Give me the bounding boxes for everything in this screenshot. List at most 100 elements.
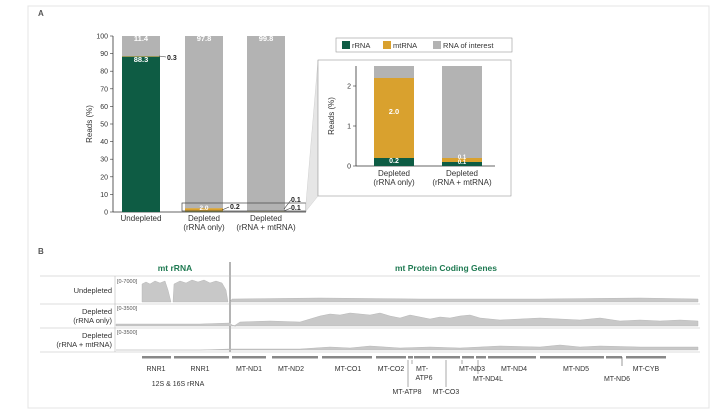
bar3-rrna-label: 0.1 — [291, 205, 301, 212]
inset-ytick-label-2: 2 — [347, 84, 351, 91]
main-ytick-label-40: 40 — [100, 139, 108, 146]
bar2-rrna-leader — [222, 207, 229, 210]
bar1-interest-label: 11.4 — [134, 34, 149, 43]
legend-swatch-interest — [433, 41, 441, 49]
track-row1-range: [0-7000] — [117, 279, 138, 285]
track-row2-rrna-coverage — [116, 323, 236, 326]
inset-bar1-mtrna-label: 2.0 — [389, 107, 399, 116]
inset-bar1-interest — [374, 66, 414, 78]
gene-annotations — [142, 356, 666, 366]
legend-label-rrna: rRNA — [352, 41, 370, 50]
gene-label-mt-co2: MT-CO2 — [378, 366, 405, 373]
track-row2-range: [0-3500] — [117, 306, 138, 312]
legend-swatch-rrna — [342, 41, 350, 49]
gene-label-mt-nd1: MT-ND1 — [236, 366, 262, 373]
main-cat3-line2: (rRNA + mtRNA) — [236, 223, 296, 232]
gene-label-mt-nd5: MT-ND5 — [563, 366, 589, 373]
main-ytick-label-90: 90 — [100, 51, 108, 58]
gene-bar-mt-co2 — [376, 356, 406, 359]
legend-swatch-mtrna — [383, 41, 391, 49]
track-row2-name1: Depleted — [82, 307, 112, 316]
track-row1-rnr1-12s-coverage — [142, 281, 171, 302]
main-y-axis-label: Reads (%) — [85, 105, 94, 143]
bar1-mtrna-leader — [159, 56, 166, 57]
gene-bar-mt-nd4l — [476, 356, 486, 359]
panel-a-label: A — [38, 9, 44, 18]
track-row1-name: Undepleted — [74, 286, 112, 295]
bar2-rrna-label: 0.2 — [230, 204, 240, 211]
gene-bar-mt-nd6 — [606, 356, 622, 359]
gene-label-mt-nd4: MT-ND4 — [501, 366, 527, 373]
main-bar2-interest — [185, 36, 223, 208]
gene-bar-mt-nd2 — [272, 356, 318, 359]
gene-label-mt-atp8: MT-ATP8 — [392, 389, 421, 396]
section-label-protein: mt Protein Coding Genes — [395, 263, 497, 273]
legend-label-mtrna: mtRNA — [393, 41, 417, 50]
bar1-rrna-label: 88.3 — [134, 55, 149, 64]
main-ytick-label-10: 10 — [100, 192, 108, 199]
inset-cat2-line1: Depleted — [446, 169, 478, 178]
gene-labels: RNR1 RNR1 MT-ND1 MT-ND2 MT-CO1 MT-CO2 MT… — [146, 360, 659, 396]
inset-cat1-line2: (rRNA only) — [373, 178, 415, 187]
gene-bar-rnr1-16s — [174, 356, 229, 359]
gene-label-mt-nd4l: MT-ND4L — [473, 376, 503, 383]
bar3-rrna-leader — [284, 208, 291, 211]
rrna-group-label: 12S & 16S rRNA — [152, 381, 205, 388]
track-row3-name1: Depleted — [82, 331, 112, 340]
inset-ytick-label-1: 1 — [347, 124, 351, 131]
main-ytick-label-0: 0 — [104, 210, 108, 217]
inset-cat2-line2: (rRNA + mtRNA) — [432, 178, 492, 187]
gene-bar-mt-atp8 — [408, 356, 413, 359]
gene-bar-rnr1-12s — [142, 356, 171, 359]
gene-bar-mt-co1 — [322, 356, 372, 359]
main-ytick-label-100: 100 — [96, 34, 108, 41]
track-row3-name2: (rRNA + mtRNA) — [56, 340, 112, 349]
inset-bar1-rrna-label: 0.2 — [389, 158, 399, 165]
gene-bar-mt-co3 — [432, 356, 460, 359]
inset-cat1-line1: Depleted — [378, 169, 410, 178]
bar2-interest-label: 97.8 — [197, 34, 212, 43]
track-row1-rnr1-16s-coverage — [173, 280, 228, 302]
main-ytick-label-70: 70 — [100, 86, 108, 93]
track-viewer: mt rRNA mt Protein Coding Genes Undeplet… — [40, 262, 700, 396]
gene-bar-mt-nd5 — [540, 356, 604, 359]
gene-bar-mt-nd4 — [488, 356, 536, 359]
inset-chart: 012 Reads (%) 0.2 2.0 0.1 0.1 Depleted (… — [318, 60, 511, 196]
inset-bar1-mtrna — [374, 78, 414, 158]
inset-y-axis-label: Reads (%) — [327, 97, 336, 135]
gene-label-rnr1-12s: RNR1 — [146, 366, 165, 373]
gene-label-mt-co1: MT-CO1 — [335, 366, 362, 373]
gene-label-mt-cyb: MT-CYB — [633, 366, 660, 373]
bar3-interest-label: 99.8 — [259, 34, 274, 43]
main-bar3-interest — [247, 36, 285, 212]
section-label-rrna: mt rRNA — [158, 263, 192, 273]
track-row2-protein-coverage — [234, 313, 698, 326]
bar1-mtrna-label: 0.3 — [167, 55, 177, 62]
main-cat3-line1: Depleted — [250, 214, 282, 223]
legend-label-interest: RNA of interest — [443, 41, 494, 50]
main-cat2-line2: (rRNA only) — [183, 223, 225, 232]
track-row1-protein-coverage — [230, 298, 698, 302]
gene-bar-mt-atp6 — [414, 356, 430, 359]
inset-ytick-label-0: 0 — [347, 164, 351, 171]
zoom-connector — [306, 60, 318, 211]
gene-label-mt-atp6-line2: ATP6 — [416, 375, 433, 382]
inset-bar2-mtrna-label: 0.1 — [458, 155, 467, 161]
main-ytick-label-30: 30 — [100, 157, 108, 164]
gene-bar-mt-cyb — [626, 356, 666, 359]
gene-label-mt-atp6-line1: MT- — [416, 366, 429, 373]
bar3-mtrna-label: 0.1 — [291, 197, 301, 204]
main-ytick-label-60: 60 — [100, 104, 108, 111]
main-cat1-line1: Undepleted — [121, 214, 162, 223]
inset-bar2-interest — [442, 66, 482, 158]
track-row2-name2: (rRNA only) — [73, 316, 112, 325]
gene-label-mt-nd3: MT-ND3 — [459, 366, 485, 373]
legend: rRNA mtRNA RNA of interest — [336, 38, 512, 52]
gene-label-rnr1-16s: RNR1 — [190, 366, 209, 373]
bar3-mtrna-leader — [284, 200, 291, 209]
bar2-mtrna-label: 2.0 — [199, 205, 208, 212]
main-ytick-label-20: 20 — [100, 174, 108, 181]
